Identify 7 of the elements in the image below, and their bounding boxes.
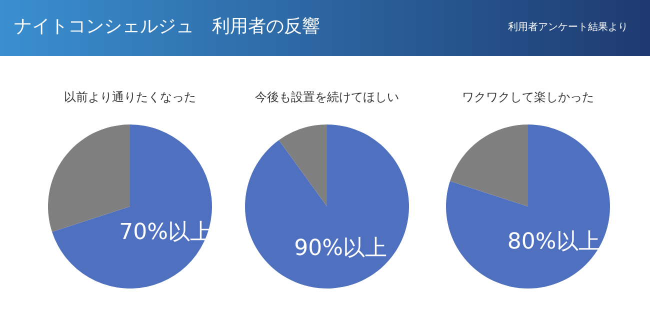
- chart-title: 以前より通りたくなった: [64, 90, 196, 104]
- chart-title: 今後も設置を続けてほしい: [255, 90, 399, 104]
- data-label: 80%以上: [507, 230, 600, 255]
- data-label: 90%以上: [294, 236, 388, 261]
- text: ナイトコンシェルジュ 利用者の反響: [14, 15, 320, 38]
- chart-title: ワクワクして楽しかった: [462, 90, 594, 104]
- text: 利用者アンケート結果より: [508, 20, 628, 34]
